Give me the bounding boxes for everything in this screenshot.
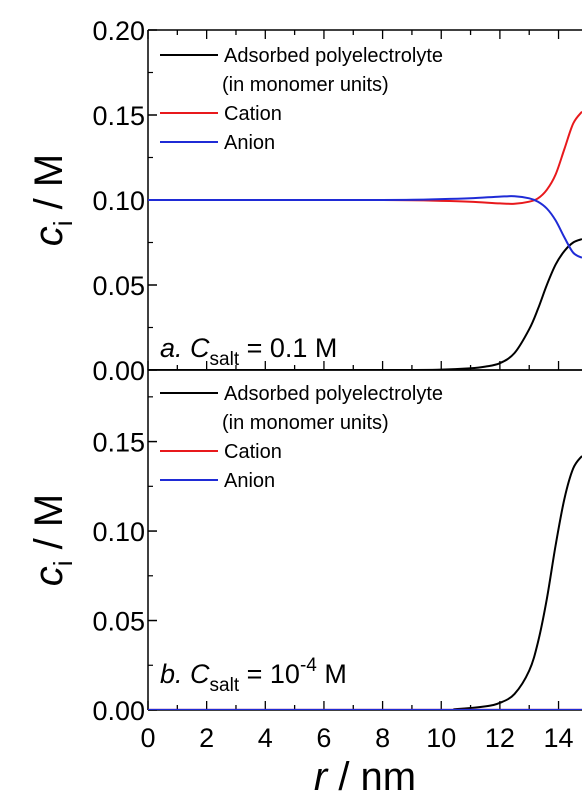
series-line-2: [148, 195, 582, 259]
y-tick-label: 0.15: [92, 428, 145, 458]
legend-label: Cation: [224, 103, 282, 125]
legend-label: Adsorbed polyelectrolyte: [224, 45, 443, 67]
annotation-subscript: salt: [210, 675, 240, 696]
chart-panel-b: 0.00 0.05 0.10 0.15 0 2 4 6 8 10 12 14 Adsorbed poly…: [27, 369, 582, 799]
y-label-rest: / M: [27, 494, 71, 561]
y-tick-label: 0.20: [92, 16, 145, 46]
chart-panel-a: 0.00 0.05 0.10 0.15 0.20 Adsorbed polyelectro…: [27, 16, 582, 386]
y-tick-label: 0.00: [92, 696, 145, 726]
annotation-superscript: -4: [300, 655, 317, 676]
x-tick-label: 8: [375, 723, 390, 753]
x-label-rest: / nm: [327, 755, 416, 799]
legend-label: Anion: [224, 470, 275, 492]
annotation-space: [183, 333, 191, 363]
y-tick-label: 0.00: [92, 356, 145, 386]
y-axis-label: ci / M: [27, 494, 78, 586]
series-line-0: [148, 455, 582, 710]
y-label-sub: i: [48, 560, 78, 566]
panel-annotation: a. Csalt = 0.1 M: [160, 333, 337, 370]
y-tick-label: 0.10: [92, 186, 145, 216]
y-label-var: c: [27, 566, 71, 586]
x-tick-label: 4: [258, 723, 273, 753]
annotation-equals: = 0.1 M: [239, 333, 337, 363]
annotation-unit: M: [317, 659, 347, 689]
legend-label: Cation: [224, 441, 282, 463]
annotation-equals: = 10: [239, 659, 300, 689]
y-tick-label: 0.05: [92, 271, 145, 301]
y-axis-label: ci / M: [27, 154, 78, 246]
y-tick-label: 0.10: [92, 517, 145, 547]
x-tick-label: 10: [426, 723, 456, 753]
annotation-subscript: salt: [210, 349, 240, 370]
x-axis-label: r / nm: [314, 755, 416, 799]
y-label-var: c: [27, 226, 71, 246]
x-tick-label: 14: [544, 723, 574, 753]
legend-label: (in monomer units): [222, 74, 389, 96]
series-line-1: [148, 110, 582, 205]
annotation-symbol: C: [190, 333, 210, 363]
x-tick-label: 0: [140, 723, 155, 753]
annotation-space: [183, 659, 191, 689]
annotation-symbol: C: [190, 659, 210, 689]
y-label-sub: i: [48, 220, 78, 226]
y-label-rest: / M: [27, 154, 71, 221]
annotation-letter: a.: [160, 333, 183, 363]
x-tick-label: 6: [316, 723, 331, 753]
legend-label: Adsorbed polyelectrolyte: [224, 383, 443, 405]
x-label-var: r: [314, 755, 329, 799]
legend-label: Anion: [224, 132, 275, 154]
x-tick-label: 2: [199, 723, 214, 753]
y-tick-label: 0.15: [92, 101, 145, 131]
x-tick-label: 12: [485, 723, 515, 753]
panel-annotation: b. Csalt = 10-4 M: [160, 655, 347, 696]
y-tick-label: 0.05: [92, 607, 145, 637]
legend-label: (in monomer units): [222, 412, 389, 434]
annotation-letter: b.: [160, 659, 183, 689]
